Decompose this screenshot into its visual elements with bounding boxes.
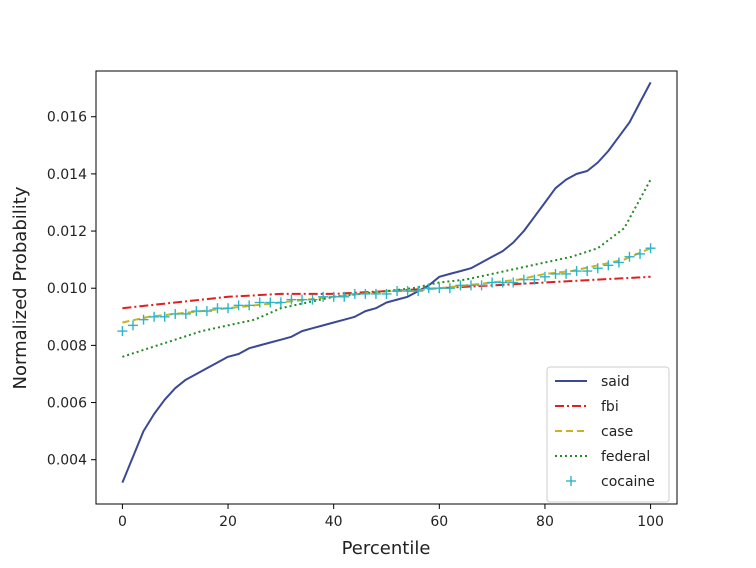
x-tick-label: 40: [325, 514, 343, 530]
series-cocaine-point: [265, 297, 276, 308]
series-cocaine-point: [645, 243, 656, 254]
series-cocaine-point: [539, 271, 550, 282]
legend: said fbi case federal cocaine: [546, 366, 670, 503]
series-cocaine-point: [170, 308, 181, 319]
series-cocaine-point: [117, 326, 128, 337]
x-axis: 0 20 40 60 80 100: [118, 504, 664, 530]
legend-swatch-cocaine: [566, 476, 576, 486]
series-cocaine-point: [212, 303, 223, 314]
series-fbi-line: [122, 275, 651, 310]
legend-label: said: [601, 374, 630, 390]
series-cocaine-point: [233, 300, 244, 311]
series-cocaine-point: [339, 291, 350, 302]
series-cocaine: [117, 243, 656, 337]
series-cocaine-point: [191, 306, 202, 317]
legend-item-fbi: fbi: [555, 399, 619, 415]
series-cocaine-point: [180, 308, 191, 319]
series-cocaine-point: [254, 297, 265, 308]
series-layer: [117, 81, 656, 483]
legend-item-cocaine: cocaine: [566, 474, 655, 490]
series-cocaine-point: [149, 311, 160, 322]
series-cocaine-point: [561, 268, 572, 279]
legend-item-said: said: [555, 374, 630, 390]
x-tick-label: 0: [118, 514, 127, 530]
legend-label: fbi: [601, 399, 619, 415]
series-cocaine-point: [127, 320, 138, 331]
series-cocaine-point: [508, 277, 519, 288]
series-cocaine-point: [296, 294, 307, 305]
y-tick-label: 0.008: [47, 338, 87, 354]
series-cocaine-point: [307, 294, 318, 305]
series-cocaine-point: [201, 306, 212, 317]
series-said-line: [121, 81, 652, 483]
series-cocaine-point: [476, 280, 487, 291]
series-cocaine-point: [138, 314, 149, 325]
y-tick-label: 0.004: [47, 453, 87, 469]
x-tick-label: 100: [637, 514, 664, 530]
y-tick-label: 0.012: [47, 224, 87, 240]
series-cocaine-point: [360, 288, 371, 299]
series-cocaine-point: [402, 286, 413, 297]
y-axis-label: Normalized Probability: [10, 186, 31, 389]
x-tick-label: 20: [219, 514, 237, 530]
series-cocaine-point: [571, 266, 582, 277]
series-cocaine-point: [455, 280, 466, 291]
series-cocaine-point: [518, 274, 529, 285]
x-tick-label: 60: [430, 514, 448, 530]
series-cocaine-point: [529, 274, 540, 285]
y-tick-label: 0.016: [47, 110, 87, 126]
x-tick-label: 80: [536, 514, 554, 530]
series-cocaine-point: [624, 251, 635, 262]
series-cocaine-point: [159, 311, 170, 322]
series-cocaine-point: [466, 280, 477, 291]
legend-label: case: [601, 424, 633, 440]
series-cocaine-point: [318, 291, 329, 302]
y-tick-label: 0.006: [47, 396, 87, 412]
series-cocaine-point: [444, 283, 455, 294]
y-tick-label: 0.014: [47, 167, 87, 183]
series-cocaine-point: [370, 288, 381, 299]
x-axis-label: Percentile: [342, 538, 431, 559]
series-cocaine-point: [635, 248, 646, 259]
series-cocaine-point: [592, 263, 603, 274]
series-cocaine-point: [223, 303, 234, 314]
legend-item-case: case: [555, 424, 633, 440]
series-cocaine-point: [550, 268, 561, 279]
series-cocaine-point: [286, 294, 297, 305]
series-cocaine-point: [413, 286, 424, 297]
legend-frame: [546, 366, 670, 503]
series-cocaine-point: [487, 277, 498, 288]
legend-item-federal: federal: [555, 449, 650, 465]
series-cocaine-point: [423, 283, 434, 294]
legend-label: federal: [601, 449, 650, 465]
y-axis: 0.004 0.006 0.008 0.010 0.012 0.014 0.016: [47, 110, 96, 469]
series-cocaine-point: [613, 257, 624, 268]
series-cocaine-point: [497, 277, 508, 288]
series-cocaine-point: [244, 300, 255, 311]
series-cocaine-point: [392, 286, 403, 297]
series-cocaine-point: [381, 288, 392, 299]
plot-frame: [95, 70, 678, 505]
legend-label: cocaine: [601, 474, 655, 490]
series-cocaine-point: [275, 297, 286, 308]
series-cocaine-point: [328, 291, 339, 302]
series-cocaine-point: [434, 283, 445, 294]
y-tick-label: 0.010: [47, 281, 87, 297]
series-cocaine-point: [349, 288, 360, 299]
series-cocaine-point: [603, 260, 614, 271]
series-cocaine-point: [582, 266, 593, 277]
